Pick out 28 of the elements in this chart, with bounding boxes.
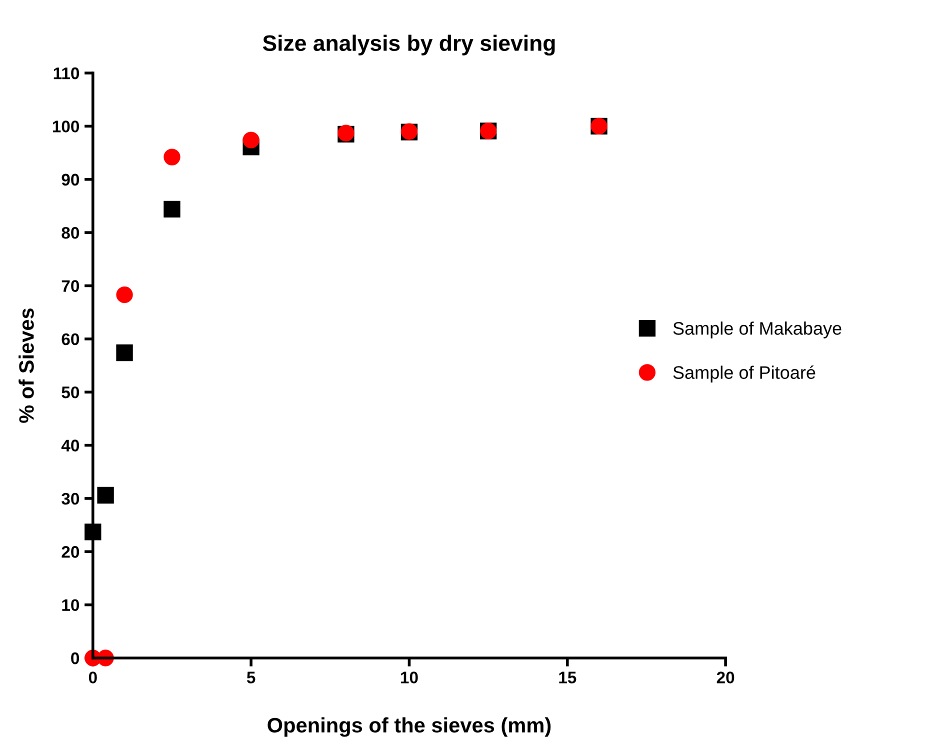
y-tick-label: 70: [62, 280, 80, 292]
legend-label: Sample of Makabaye: [673, 322, 842, 338]
x-tick-label: 10: [401, 672, 418, 684]
y-tick-label: 100: [52, 120, 80, 132]
point: [116, 344, 133, 362]
x-tick-label: 20: [716, 672, 734, 684]
y-tick-label: 10: [62, 599, 80, 612]
point: [164, 200, 180, 218]
y-tick-label: 80: [62, 226, 80, 239]
x-tick-label: 5: [246, 672, 256, 684]
y-tick-label: 110: [54, 67, 80, 80]
x-tick-label: 15: [559, 672, 576, 684]
y-tick-label: 0: [71, 652, 80, 664]
point: [164, 148, 180, 166]
point: [97, 486, 114, 504]
y-axis-title: % of Sieves: [18, 308, 34, 423]
y-tick-label: 30: [62, 492, 80, 505]
y-tick-label: 40: [61, 440, 80, 452]
x-tick-label: 0: [88, 672, 97, 684]
x-axis-title: Openings of the sieves (mm): [268, 717, 551, 737]
y-tick-label: 20: [62, 546, 80, 558]
chart-title: Size analysis by dry sieving: [262, 34, 555, 56]
legend-label: Sample of Pitoaré: [673, 365, 816, 383]
y-tick-label: 50: [62, 386, 80, 398]
point: [242, 132, 260, 148]
point: [116, 286, 133, 304]
y-tick-label: 60: [62, 333, 80, 346]
y-tick-label: 90: [62, 174, 80, 186]
